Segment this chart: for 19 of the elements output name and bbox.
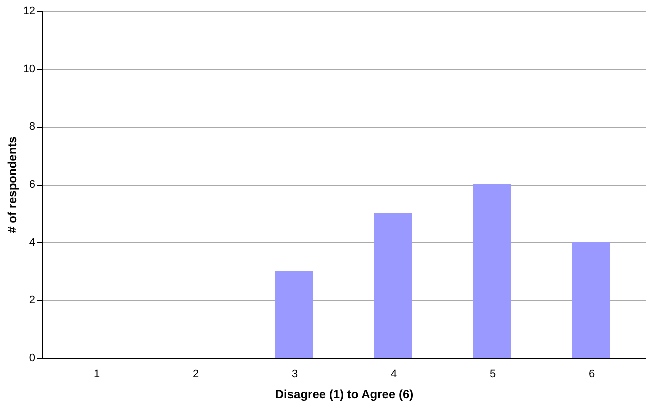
y-tick-label: 10: [23, 63, 36, 76]
bar: [572, 242, 610, 358]
y-tick-label: 8: [29, 121, 36, 134]
x-axis-title: Disagree (1) to Agree (6): [275, 388, 414, 402]
y-axis-title: # of respondents: [5, 136, 20, 234]
x-tick-label: 5: [490, 368, 496, 380]
x-tick-label: 4: [390, 368, 398, 380]
bar: [374, 213, 412, 358]
y-tick-label: 0: [29, 352, 36, 364]
bar: [474, 184, 512, 358]
x-tick-label: 3: [292, 368, 298, 380]
x-tick-label: 6: [588, 368, 596, 380]
x-tick-label: 2: [192, 368, 200, 380]
x-tick-label: 1: [94, 368, 100, 380]
y-tick-label: 2: [29, 294, 36, 307]
y-tick-label: 12: [23, 6, 36, 18]
y-tick-label: 6: [29, 179, 36, 191]
y-tick-label: 4: [29, 236, 36, 249]
bar: [276, 271, 314, 358]
